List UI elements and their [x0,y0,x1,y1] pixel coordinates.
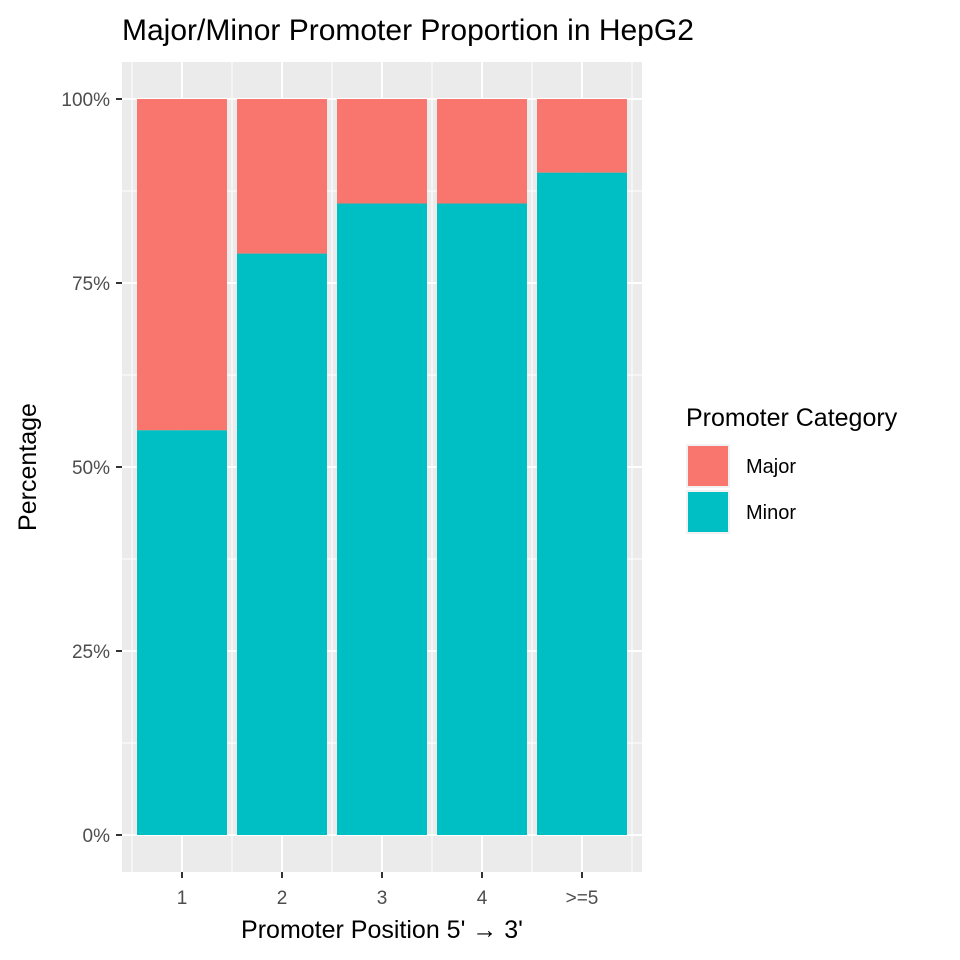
x-tick-label: 1 [177,888,188,909]
x-tick-label: >=5 [566,888,599,909]
x-axis-title: Promoter Position 5' → 3' [241,916,523,944]
y-axis: 0% 25% 50% 75% 100% [61,90,122,847]
legend-title: Promoter Category [686,404,898,432]
x-axis: 1 2 3 4 >=5 [177,872,599,909]
bar-minor-3 [337,203,427,836]
x-tick-label: 4 [477,888,488,909]
legend-label-minor: Minor [746,502,796,524]
bar-major-5 [537,99,627,173]
legend-label-major: Major [746,456,796,478]
bar-major-4 [437,99,527,204]
y-tick-label: 25% [72,642,110,663]
bar-major-3 [337,99,427,204]
legend: Promoter Category Major Minor [686,404,898,534]
legend-swatch-minor [688,492,728,532]
y-axis-title: Percentage [14,403,42,531]
y-tick-label: 50% [72,458,110,479]
bar-minor-1 [137,430,227,835]
bar-major-1 [137,99,227,431]
bar-minor-2 [237,253,327,835]
bars [137,99,627,836]
bar-minor-5 [537,172,627,836]
bar-minor-4 [437,203,527,836]
bar-major-2 [237,99,327,254]
x-tick-label: 3 [377,888,388,909]
y-tick-label: 100% [61,90,110,111]
y-tick-label: 75% [72,274,110,295]
x-tick-label: 2 [277,888,288,909]
legend-swatch-major [688,446,728,486]
chart-title: Major/Minor Promoter Proportion in HepG2 [122,14,694,47]
y-tick-label: 0% [83,826,111,847]
